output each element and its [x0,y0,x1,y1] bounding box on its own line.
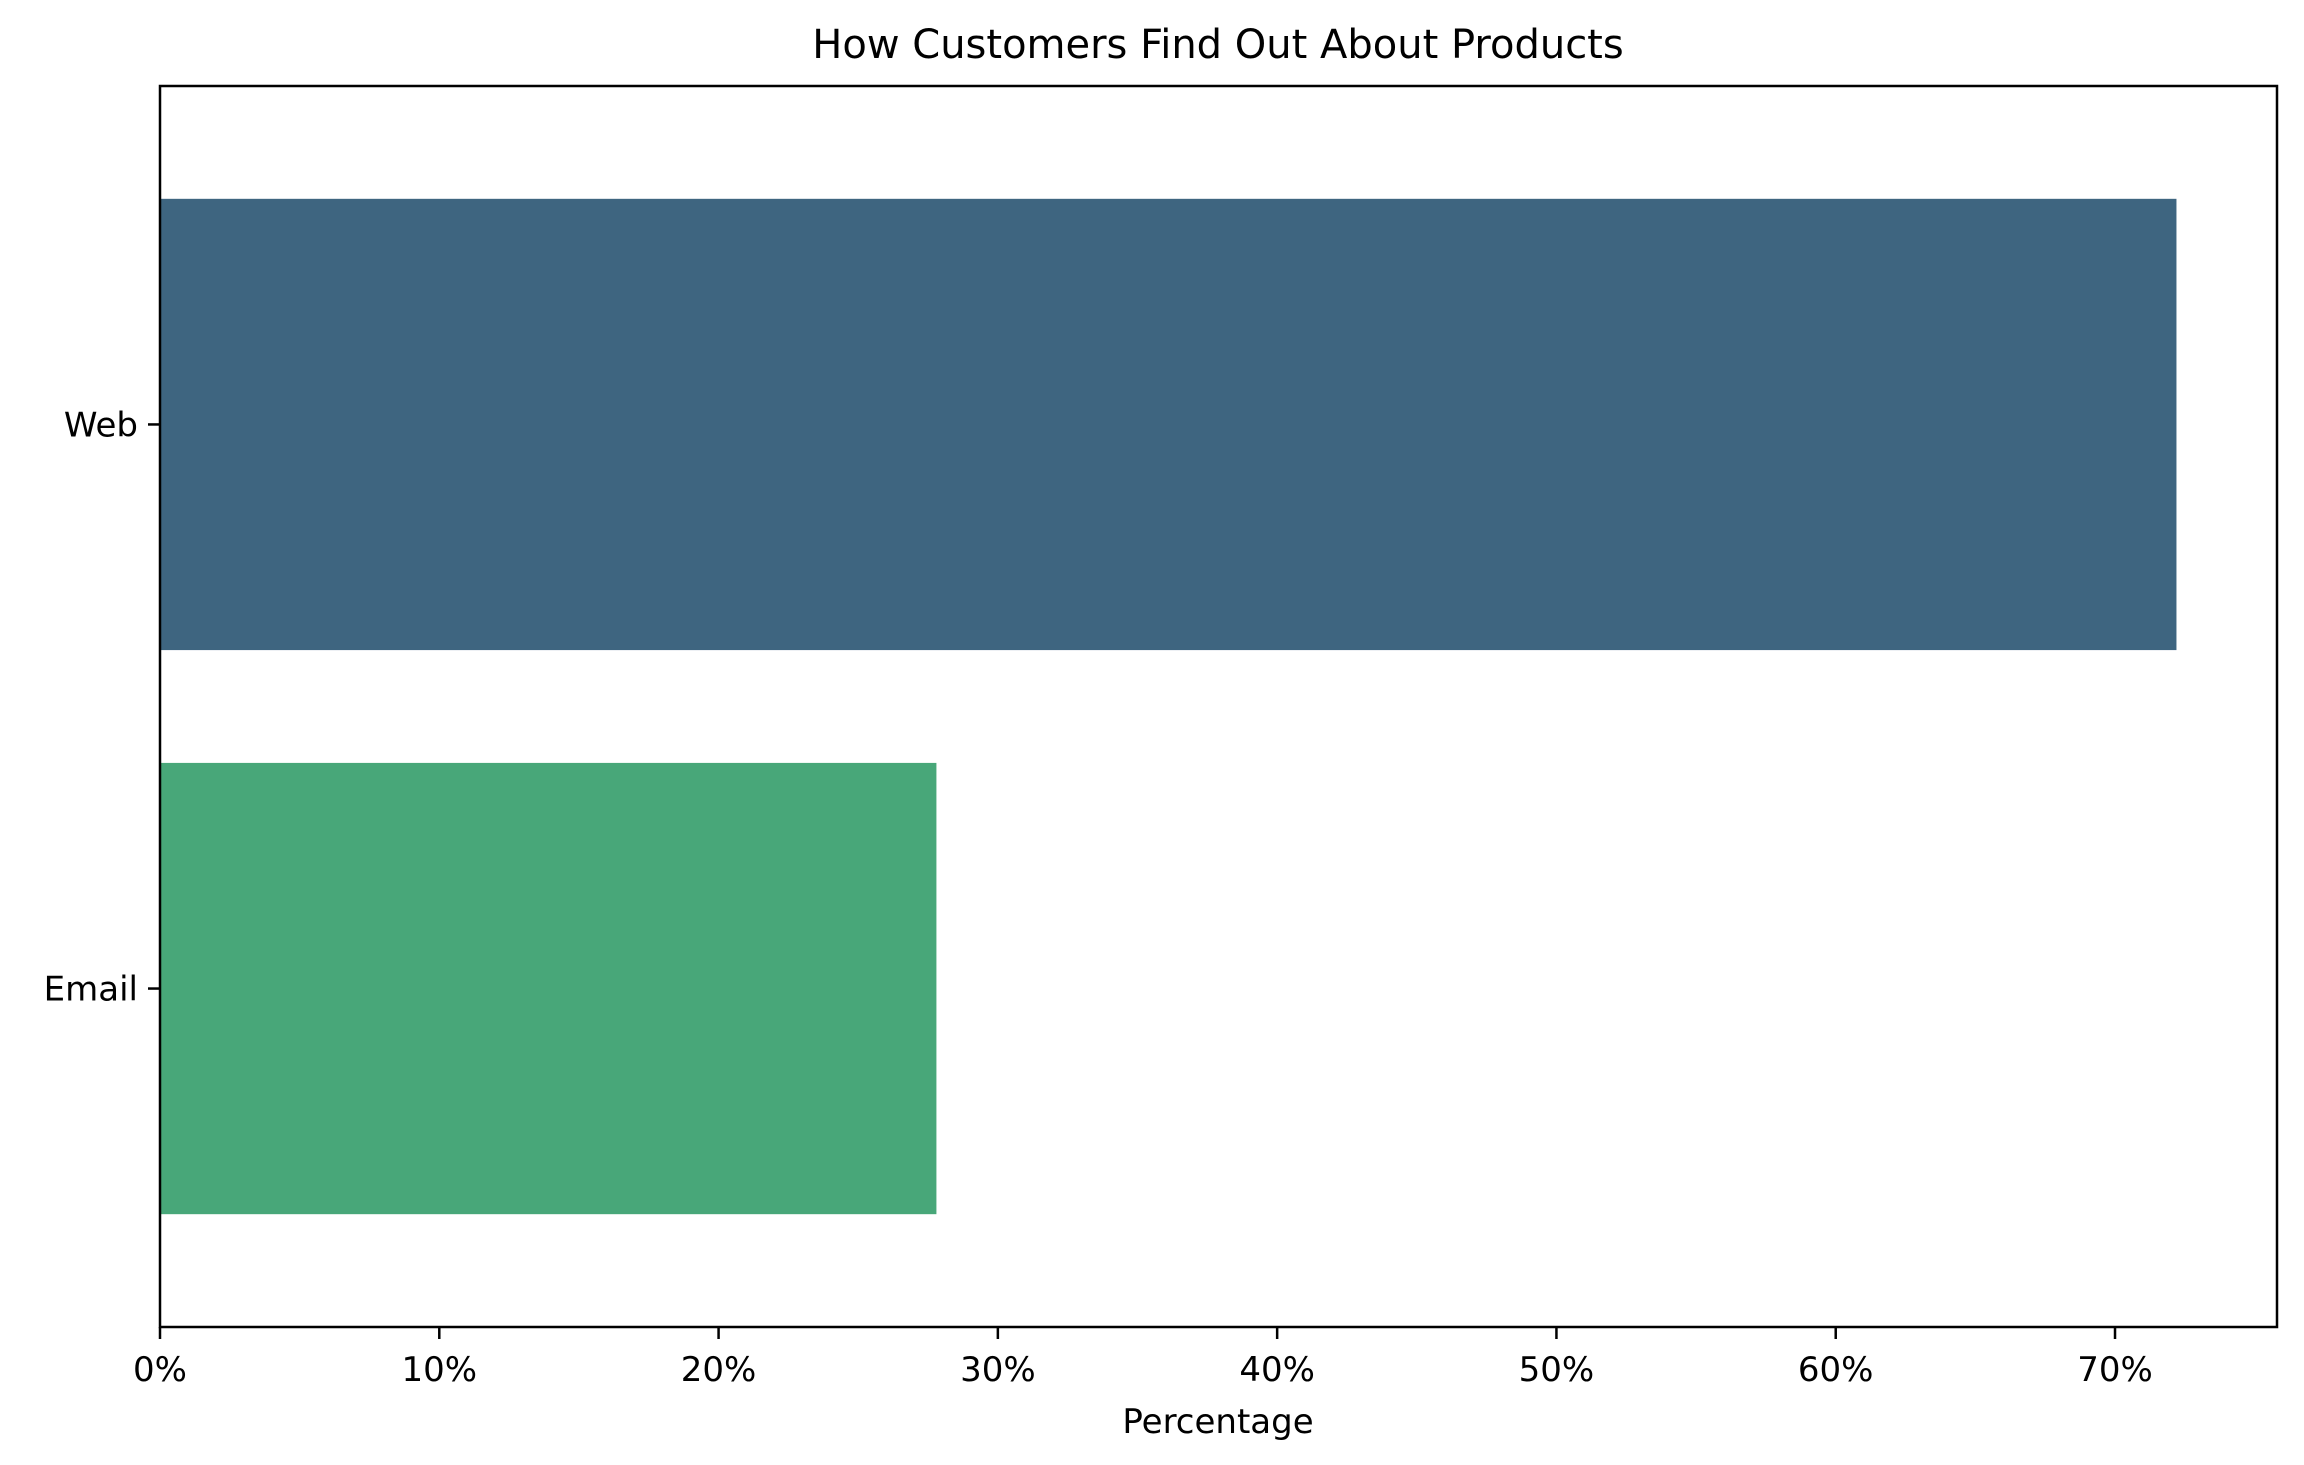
x-axis-label: Percentage [1122,1402,1313,1442]
x-tick-label: 70% [2077,1350,2153,1390]
chart-title: How Customers Find Out About Products [812,22,1623,68]
bar-email [160,762,937,1215]
x-tick-label: 20% [681,1350,757,1390]
x-tick-label: 10% [401,1350,477,1390]
x-tick-label: 50% [1519,1350,1595,1390]
x-tick-label: 30% [960,1350,1036,1390]
y-tick-label: Web [64,405,138,445]
bar-web [160,198,2177,651]
y-tick-label: Email [44,970,138,1010]
x-tick-label: 60% [1798,1350,1874,1390]
x-tick-label: 0% [133,1350,187,1390]
x-tick-label: 40% [1239,1350,1315,1390]
bars-group [160,198,2177,1215]
x-axis: 0% 10% 20% 30% 40% 50% 60% 70% [133,1327,2153,1390]
y-axis: Web Email [44,405,160,1010]
plot-frame [158,84,2279,1329]
